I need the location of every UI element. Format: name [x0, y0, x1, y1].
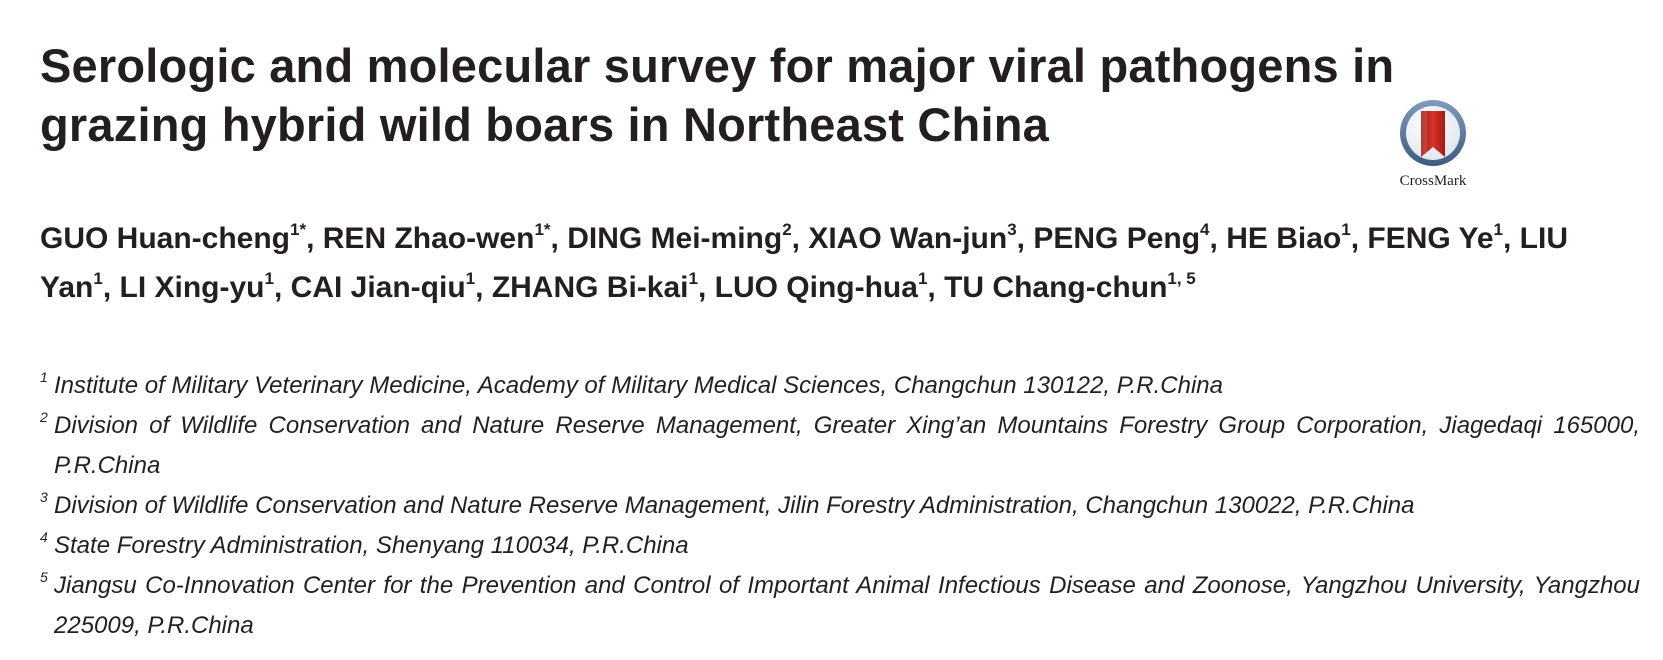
author: GUO Huan-cheng1*: [40, 220, 307, 255]
author: LUO Qing-hua1: [714, 269, 928, 304]
author-name: LI Xing-yu: [119, 271, 265, 304]
author: PENG Peng4: [1033, 220, 1210, 255]
author-name: LIU Yan: [40, 222, 1568, 304]
author-affiliation-mark: 1*: [290, 220, 307, 239]
author: REN Zhao-wen1*: [322, 220, 551, 255]
affiliation-text: State Forestry Administration, Shenyang …: [54, 532, 689, 559]
author-affiliation-mark: 3: [1007, 220, 1017, 239]
author-name: TU Chang-chun: [944, 271, 1168, 304]
affiliation-text: Division of Wildlife Conservation and Na…: [54, 412, 1640, 479]
author-affiliation-mark: 1: [1493, 220, 1503, 239]
author-affiliation-mark: 2: [782, 220, 792, 239]
affiliation-item: 5 Jiangsu Co-Innovation Center for the Pr…: [40, 566, 1640, 646]
crossmark-label: CrossMark: [1399, 173, 1467, 189]
author-name: REN Zhao-wen: [322, 222, 535, 255]
affiliation-number: 4: [40, 529, 48, 545]
author-name: PENG Peng: [1033, 222, 1201, 255]
author-affiliation-mark: 1: [1341, 220, 1351, 239]
author-affiliation-mark: 1: [93, 269, 103, 288]
paper-title: Serologic and molecular survey for major…: [40, 39, 1395, 151]
author-list: GUO Huan-cheng1*, REN Zhao-wen1*, DING M…: [40, 220, 1568, 304]
affiliation-number: 1: [40, 369, 48, 385]
author-affiliation-mark: 4: [1200, 220, 1210, 239]
affiliation-number: 2: [40, 409, 48, 425]
affiliation-number: 3: [40, 489, 48, 505]
author: TU Chang-chun1, 5: [944, 269, 1196, 304]
affiliation-list: 1 Institute of Military Veterinary Medici…: [40, 366, 1640, 646]
author-affiliation-mark: 1, 5: [1167, 269, 1196, 288]
affiliation-item: 1 Institute of Military Veterinary Medici…: [40, 366, 1640, 406]
affiliation-item: 3 Division of Wildlife Conservation and N…: [40, 486, 1640, 526]
author: FENG Ye1: [1367, 220, 1503, 255]
author-name: FENG Ye: [1367, 222, 1494, 255]
affiliation-item: 4 State Forestry Administration, Shenyang…: [40, 526, 1640, 566]
author-name: HE Biao: [1226, 222, 1342, 255]
author-name: XIAO Wan-jun: [808, 222, 1008, 255]
author-affiliation-mark: 1: [264, 269, 274, 288]
author-affiliation-mark: 1: [917, 269, 928, 288]
author: DING Mei-ming2: [567, 220, 792, 255]
author-affiliation-mark: 1: [688, 269, 698, 288]
author: XIAO Wan-jun3: [808, 220, 1017, 255]
affiliation-text: Division of Wildlife Conservation and Na…: [54, 492, 1415, 519]
author: CAI Jian-qiu1: [290, 269, 476, 304]
author: HE Biao1: [1226, 220, 1351, 255]
author-name: DING Mei-ming: [567, 222, 783, 255]
author: LI Xing-yu1: [119, 269, 274, 304]
author-affiliation-mark: 1*: [534, 220, 551, 239]
affiliation-item: 2 Division of Wildlife Conservation and N…: [40, 406, 1640, 486]
crossmark-icon: [1400, 100, 1466, 166]
affiliation-text: Institute of Military Veterinary Medicin…: [54, 372, 1224, 399]
author: ZHANG Bi-kai1: [491, 269, 698, 304]
author-name: CAI Jian-qiu: [290, 271, 466, 304]
affiliation-text: Jiangsu Co-Innovation Center for the Pre…: [54, 572, 1640, 639]
author: LIU Yan1: [40, 222, 1568, 304]
author-affiliation-mark: 1: [465, 269, 476, 288]
crossmark-badge[interactable]: CrossMark: [1384, 99, 1482, 194]
author-name: ZHANG Bi-kai: [491, 271, 689, 304]
affiliation-number: 5: [40, 569, 48, 585]
author-name: GUO Huan-cheng: [40, 222, 291, 255]
author-name: LUO Qing-hua: [714, 271, 918, 304]
